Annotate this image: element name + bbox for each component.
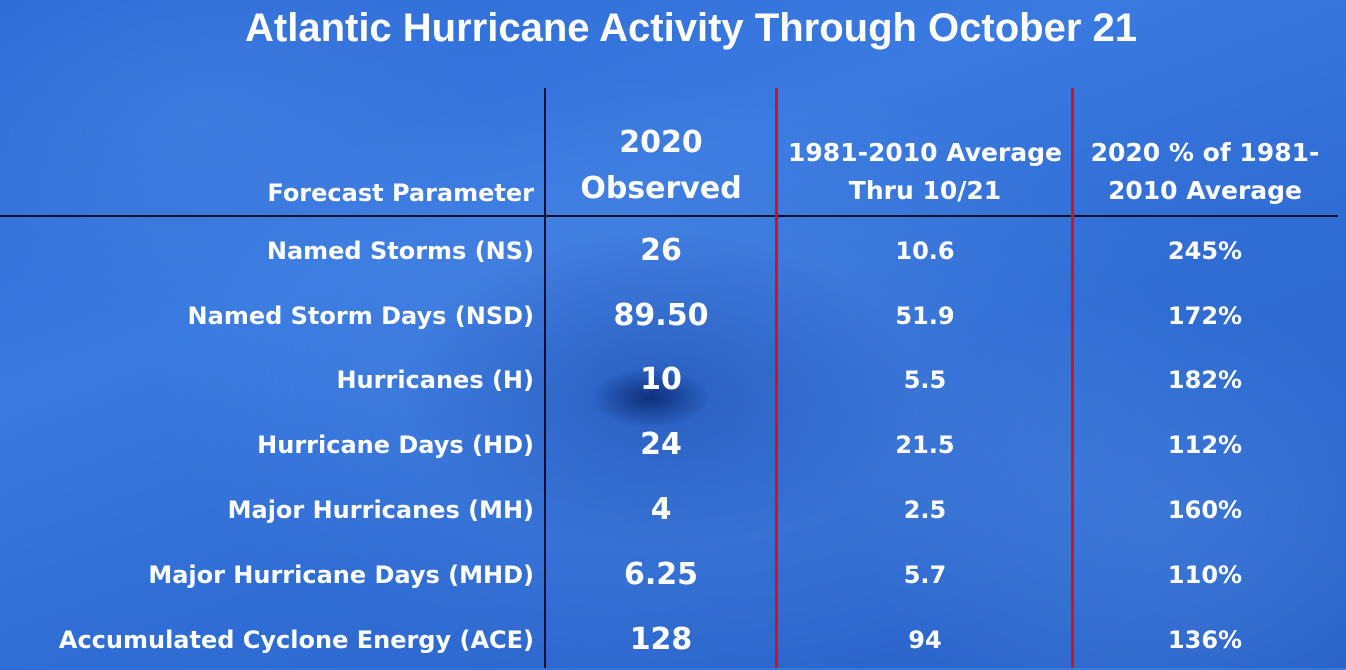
row-parameter: Named Storms (NS): [266, 237, 534, 265]
row-average: 21.5: [895, 431, 955, 459]
header-observed: 2020 Observed: [548, 120, 774, 212]
row-average: 10.6: [895, 237, 955, 265]
header-percent: 2020 % of 1981- 2010 Average: [1078, 134, 1332, 210]
slide-title: Atlantic Hurricane Activity Through Octo…: [245, 6, 1138, 50]
row-parameter: Major Hurricane Days (MHD): [148, 561, 534, 589]
row-observed: 6.25: [623, 557, 699, 592]
row-percent: 245%: [1167, 237, 1243, 265]
header-percent-line2: 2010 Average: [1107, 176, 1303, 205]
row-parameter: Accumulated Cyclone Energy (ACE): [58, 626, 534, 654]
row-percent: 182%: [1167, 366, 1243, 394]
row-observed: 128: [629, 622, 693, 657]
header-average-line1: 1981-2010 Average: [788, 138, 1062, 167]
table-row: Accumulated Cyclone Energy (ACE) 128 94 …: [0, 610, 1346, 670]
header-observed-line2: Observed: [580, 171, 742, 206]
header-percent-line1: 2020 % of 1981-: [1090, 138, 1320, 167]
observed-column-red-divider: [775, 88, 778, 668]
table-row: Major Hurricanes (MH) 4 2.5 160%: [0, 480, 1346, 540]
row-observed: 10: [640, 362, 682, 397]
row-percent: 172%: [1167, 302, 1243, 330]
header-divider-line: [0, 215, 1338, 217]
row-parameter: Hurricane Days (HD): [257, 431, 534, 459]
row-percent: 160%: [1167, 496, 1243, 524]
row-percent: 112%: [1167, 431, 1243, 459]
row-average: 51.9: [895, 302, 955, 330]
header-average: 1981-2010 Average Thru 10/21: [780, 134, 1070, 210]
row-parameter: Named Storm Days (NSD): [187, 302, 534, 330]
row-observed: 24: [640, 427, 682, 462]
header-forecast-parameter: Forecast Parameter: [267, 179, 534, 207]
row-average: 5.7: [903, 561, 947, 589]
row-parameter: Hurricanes (H): [336, 366, 534, 394]
average-column-red-divider: [1071, 88, 1074, 668]
row-average: 2.5: [903, 496, 947, 524]
row-percent: 110%: [1167, 561, 1243, 589]
header-average-line2: Thru 10/21: [848, 176, 1002, 205]
table-row: Named Storms (NS) 26 10.6 245%: [0, 221, 1346, 281]
table-row: Hurricane Days (HD) 24 21.5 112%: [0, 415, 1346, 475]
parameter-column-divider: [544, 88, 546, 668]
table-row: Hurricanes (H) 10 5.5 182%: [0, 350, 1346, 410]
row-average: 5.5: [903, 366, 947, 394]
header-observed-line1: 2020: [619, 125, 703, 160]
row-observed: 26: [640, 233, 682, 268]
row-observed: 4: [650, 492, 672, 527]
table-row: Major Hurricane Days (MHD) 6.25 5.7 110%: [0, 545, 1346, 605]
row-percent: 136%: [1167, 626, 1243, 654]
row-parameter: Major Hurricanes (MH): [227, 496, 534, 524]
row-observed: 89.50: [613, 298, 709, 333]
table-row: Named Storm Days (NSD) 89.50 51.9 172%: [0, 286, 1346, 346]
row-average: 94: [908, 626, 942, 654]
